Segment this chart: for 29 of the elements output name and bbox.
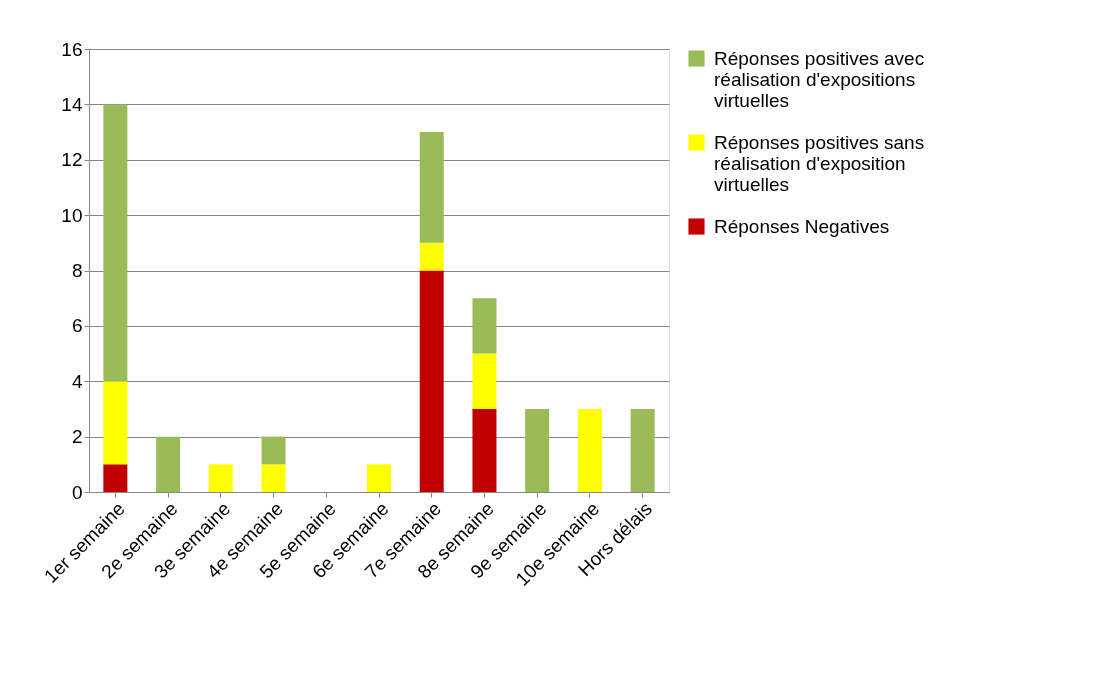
bar	[261, 464, 286, 492]
bar	[419, 270, 444, 492]
y-tick-label: 12	[61, 149, 83, 171]
bar	[103, 104, 128, 382]
legend-label: Réponses positives sans réalisation d'exposition virtuelles	[714, 131, 925, 195]
bar	[472, 353, 497, 409]
bar	[156, 436, 181, 492]
y-tick-label: 16	[61, 38, 83, 60]
bar	[630, 408, 655, 492]
bar	[367, 464, 391, 492]
y-tick-label: 10	[61, 204, 83, 226]
bar	[261, 436, 286, 465]
bar	[103, 464, 128, 492]
y-tick-label: 4	[71, 370, 83, 392]
y-tick-label: 2	[71, 426, 83, 448]
y-tick-label: 8	[71, 260, 83, 281]
y-tick-label: 14	[61, 93, 83, 115]
bar	[419, 132, 444, 243]
bar	[419, 242, 444, 271]
y-tick-label: 0	[71, 481, 83, 503]
bar	[577, 408, 602, 492]
y-tick-label: 6	[71, 315, 83, 337]
bar	[525, 408, 550, 492]
bar	[208, 464, 233, 492]
bar	[103, 381, 128, 465]
bar	[472, 408, 497, 492]
bar	[472, 298, 497, 354]
legend-label: Réponses Negatives	[714, 215, 890, 237]
legend-label: Réponses positives avec réalisation d'expositions virtuelles	[714, 47, 925, 111]
